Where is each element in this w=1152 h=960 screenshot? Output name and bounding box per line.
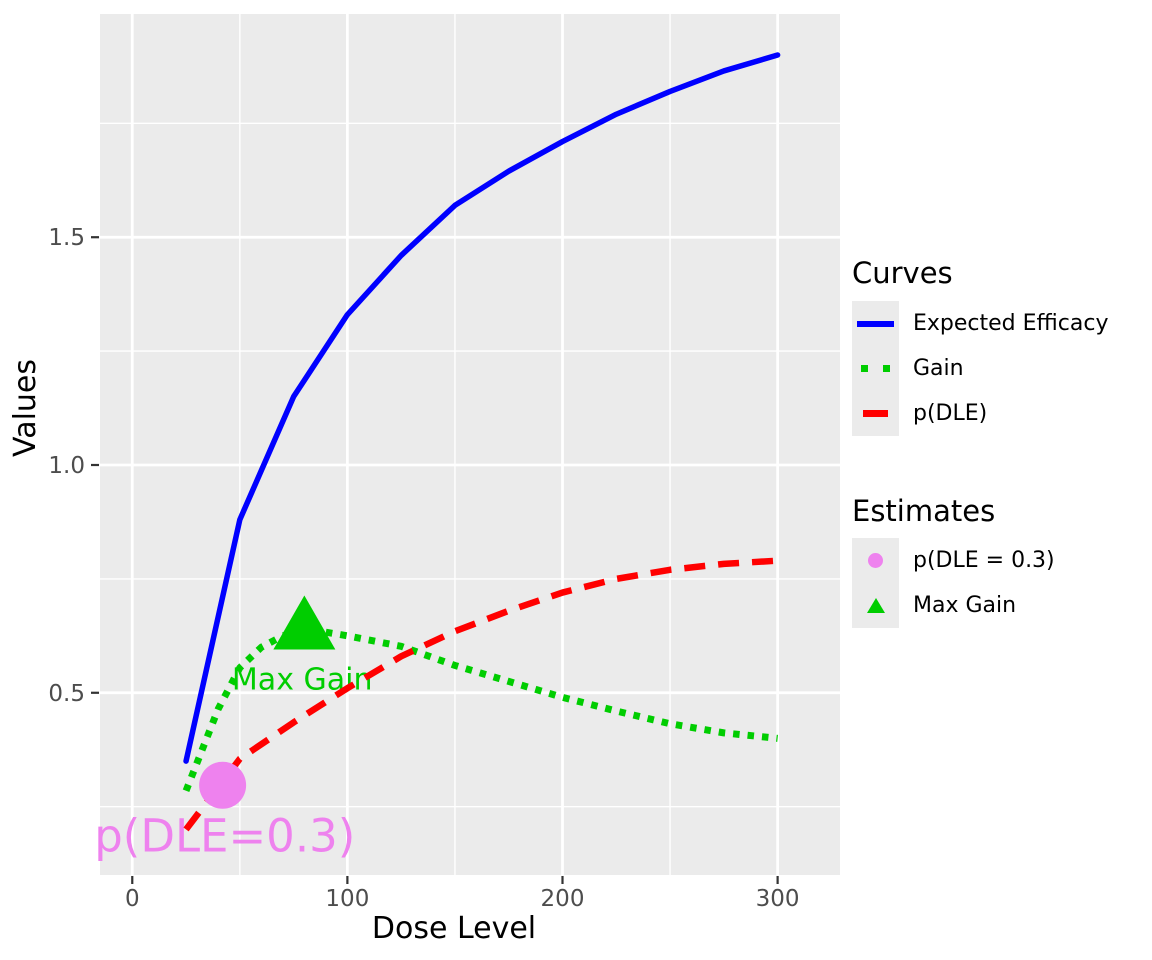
legend-label-pdle: p(DLE) (913, 401, 988, 426)
y-tick-label: 0.5 (48, 681, 85, 707)
curve-dashed (183, 557, 778, 832)
curves (182, 52, 781, 832)
x-tick-label: 100 (325, 886, 369, 912)
legend-item-pdle-03: p(DLE = 0.3) (852, 538, 1055, 583)
legend-item-max-gain: Max Gain (852, 583, 1016, 628)
triangle-point-icon (866, 598, 885, 613)
legend-key (852, 301, 899, 346)
annotation-text: Max Gain (232, 662, 373, 697)
estimate-point-triangle (273, 595, 336, 650)
x-tick-label: 200 (541, 886, 585, 912)
legend-key (852, 583, 899, 628)
legend-title-estimates: Estimates (852, 494, 996, 528)
panel-background (100, 14, 840, 875)
legend-key (852, 538, 899, 583)
circle-point-icon (868, 553, 883, 568)
y-tick-label: 1.0 (48, 453, 85, 479)
annotation-text: p(DLE=0.3) (94, 810, 355, 863)
y-axis-title: Values (8, 359, 43, 457)
estimate-point-circle (199, 761, 247, 809)
y-tick-label: 1.5 (48, 225, 85, 251)
dashed-line-icon (863, 410, 888, 417)
legend: Curves Expected Efficacy Gain p(DLE) Est… (851, 0, 1151, 960)
legend-item-gain: Gain (852, 346, 964, 391)
legend-title-curves: Curves (852, 256, 953, 290)
legend-label-pdle-03: p(DLE = 0.3) (913, 548, 1055, 573)
legend-label-expected-efficacy: Expected Efficacy (913, 311, 1109, 336)
x-axis-title: Dose Level (372, 911, 536, 946)
curve-annotations: p(DLE=0.3) Max Gain (94, 662, 372, 862)
dotted-line-icon (861, 365, 890, 372)
curve-dotted (182, 627, 778, 793)
solid-line-icon (857, 320, 894, 327)
x-tick-label: 300 (756, 886, 800, 912)
legend-key (852, 391, 899, 436)
legend-item-expected-efficacy: Expected Efficacy (852, 301, 1109, 346)
major-gridlines (100, 14, 840, 875)
legend-label-gain: Gain (913, 356, 964, 381)
legend-item-pdle: p(DLE) (852, 391, 987, 436)
curve-solid (183, 52, 781, 764)
x-tick-label: 0 (125, 886, 140, 912)
axis-ticks: 0 100 200 300 0.5 1.0 1.5 (48, 225, 799, 912)
legend-key (852, 346, 899, 391)
estimate-points (199, 595, 336, 809)
legend-label-max-gain: Max Gain (913, 593, 1017, 618)
